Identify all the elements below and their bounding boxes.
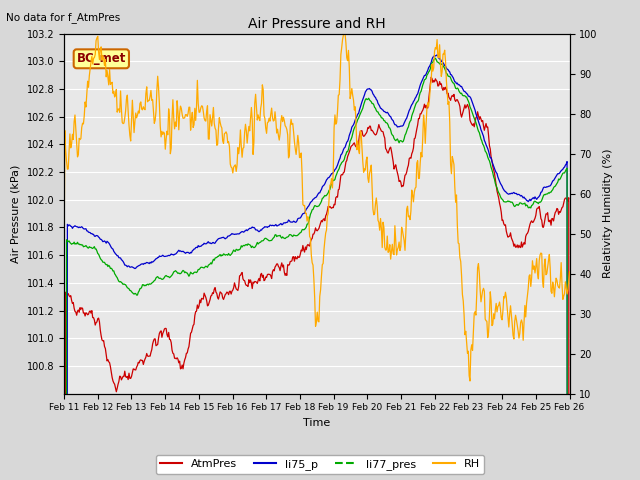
RH <box>442 58 449 64</box>
RH <box>60 272 68 277</box>
AtmPres <box>150 338 157 344</box>
AtmPres <box>442 84 449 90</box>
RH <box>399 228 406 234</box>
li77_pres <box>442 68 449 73</box>
li77_pres <box>358 107 366 113</box>
RH <box>466 378 474 384</box>
X-axis label: Time: Time <box>303 418 330 428</box>
RH <box>150 108 157 114</box>
AtmPres <box>289 254 296 260</box>
Line: RH: RH <box>64 34 570 381</box>
li75_p <box>442 63 449 69</box>
RH <box>340 31 348 36</box>
li75_p <box>289 219 296 225</box>
li75_p <box>433 52 441 58</box>
RH <box>566 269 573 275</box>
li75_p <box>358 99 366 105</box>
li75_p <box>190 246 198 252</box>
li77_pres <box>289 234 296 240</box>
Y-axis label: Air Pressure (kPa): Air Pressure (kPa) <box>11 165 21 263</box>
li77_pres <box>150 279 157 285</box>
Line: AtmPres: AtmPres <box>64 77 570 480</box>
li77_pres <box>190 270 198 276</box>
Title: Air Pressure and RH: Air Pressure and RH <box>248 17 386 31</box>
AtmPres <box>358 128 366 133</box>
Text: BC_met: BC_met <box>77 52 126 65</box>
li75_p <box>150 259 157 264</box>
Line: li75_p: li75_p <box>64 55 570 480</box>
AtmPres <box>190 322 198 327</box>
Legend: AtmPres, li75_p, li77_pres, RH: AtmPres, li75_p, li77_pres, RH <box>156 455 484 474</box>
AtmPres <box>428 74 435 80</box>
RH <box>289 120 296 126</box>
li77_pres <box>398 138 406 144</box>
li77_pres <box>431 55 439 61</box>
RH <box>359 159 367 165</box>
Line: li77_pres: li77_pres <box>64 58 570 480</box>
AtmPres <box>398 184 406 190</box>
Y-axis label: Relativity Humidity (%): Relativity Humidity (%) <box>604 149 613 278</box>
Text: No data for f_AtmPres: No data for f_AtmPres <box>6 12 121 23</box>
li75_p <box>398 123 406 129</box>
RH <box>190 122 198 128</box>
